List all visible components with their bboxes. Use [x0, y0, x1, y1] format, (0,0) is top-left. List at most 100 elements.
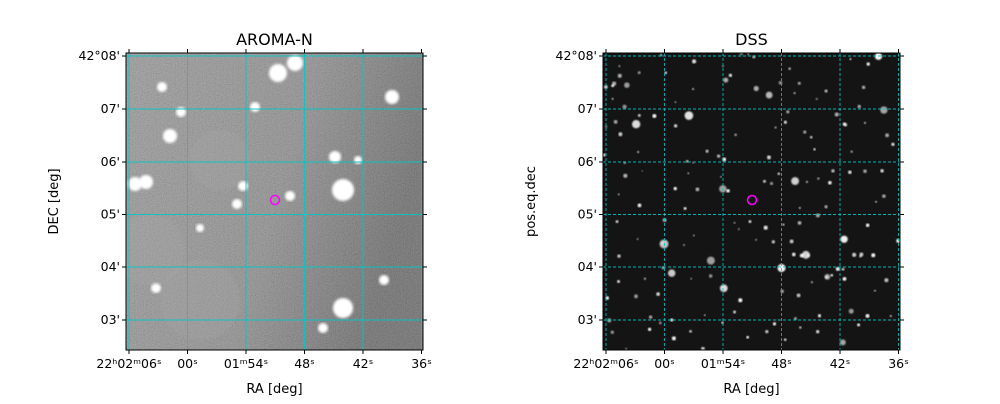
star: [796, 293, 801, 298]
star: [815, 97, 818, 100]
star: [634, 294, 638, 299]
y-tick-label: 06': [101, 154, 120, 169]
star: [840, 235, 848, 243]
star: [772, 322, 777, 326]
y-tick-label: 42°08': [79, 48, 121, 63]
star: [656, 292, 660, 296]
star: [637, 71, 641, 75]
star: [817, 314, 822, 318]
star: [793, 317, 797, 321]
blob: [232, 199, 242, 209]
star: [722, 65, 724, 68]
star: [791, 252, 796, 257]
star: [685, 159, 689, 163]
star: [841, 267, 845, 271]
x-tick-label: 00ˢ: [654, 356, 675, 371]
panel-title: AROMA-N: [236, 30, 313, 49]
star: [797, 81, 801, 85]
star: [842, 122, 847, 126]
star: [891, 142, 895, 147]
x-tick-label: 01ᵐ54ˢ: [701, 356, 745, 371]
y-tick-label: 07': [578, 101, 597, 116]
star: [783, 338, 787, 341]
blob: [333, 298, 353, 318]
star: [623, 173, 628, 178]
blob: [385, 90, 399, 104]
star: [753, 85, 759, 92]
star: [691, 87, 695, 91]
star: [830, 273, 834, 277]
y-tick-label: 03': [101, 312, 120, 327]
star: [746, 335, 750, 339]
star: [603, 153, 606, 157]
star: [786, 110, 790, 114]
star: [641, 170, 643, 172]
star: [816, 329, 820, 334]
star: [703, 314, 706, 317]
star: [865, 313, 870, 318]
star: [861, 85, 866, 90]
haze: [126, 215, 185, 285]
star: [824, 205, 828, 209]
x-tick-label: 22ʰ02ᵐ06ˢ: [573, 356, 638, 371]
star: [849, 58, 852, 61]
star: [788, 67, 791, 70]
star: [859, 254, 862, 258]
star: [690, 277, 692, 280]
star: [637, 203, 642, 208]
y-tick-label: 42°08': [556, 48, 598, 63]
star: [857, 104, 861, 109]
star: [617, 254, 621, 258]
y-axis-label: DEC [deg]: [47, 168, 62, 234]
y-tick-label: 04': [578, 259, 597, 274]
star: [880, 106, 888, 114]
star: [809, 135, 813, 139]
star: [674, 101, 677, 104]
star: [701, 346, 705, 350]
star: [767, 155, 771, 160]
star: [720, 176, 722, 178]
star: [815, 213, 820, 218]
blob: [379, 275, 389, 285]
star: [848, 308, 854, 314]
star: [625, 347, 628, 350]
y-axis-label: pos.eq.dec: [524, 166, 539, 237]
star: [889, 315, 892, 318]
y-tick-label: 05': [578, 207, 597, 222]
star: [673, 186, 677, 191]
star: [755, 238, 758, 241]
image-dss: [603, 53, 900, 350]
blob: [354, 156, 362, 164]
star: [622, 104, 627, 109]
star: [799, 326, 802, 329]
haze: [190, 130, 250, 190]
star: [817, 177, 820, 180]
star: [687, 172, 690, 175]
x-tick-label: 48ˢ: [294, 356, 315, 371]
star: [810, 281, 814, 284]
star: [748, 220, 752, 223]
star: [624, 82, 630, 88]
star: [733, 310, 737, 314]
star: [793, 92, 796, 95]
x-tick-label: 00ˢ: [177, 356, 198, 371]
blob: [269, 64, 287, 82]
star: [726, 189, 730, 193]
star: [684, 111, 694, 120]
blob: [329, 151, 341, 163]
star: [617, 73, 622, 78]
x-axis-label: RA [deg]: [723, 382, 779, 397]
star: [866, 62, 870, 66]
star: [798, 206, 801, 209]
star: [683, 244, 685, 246]
frame: [602, 52, 901, 351]
star: [813, 148, 816, 151]
blob: [139, 175, 153, 189]
star: [664, 71, 668, 75]
star: [852, 252, 857, 257]
star: [769, 181, 774, 186]
x-tick-label: 01ᵐ54ˢ: [224, 356, 268, 371]
star: [763, 225, 768, 230]
star: [850, 150, 853, 153]
